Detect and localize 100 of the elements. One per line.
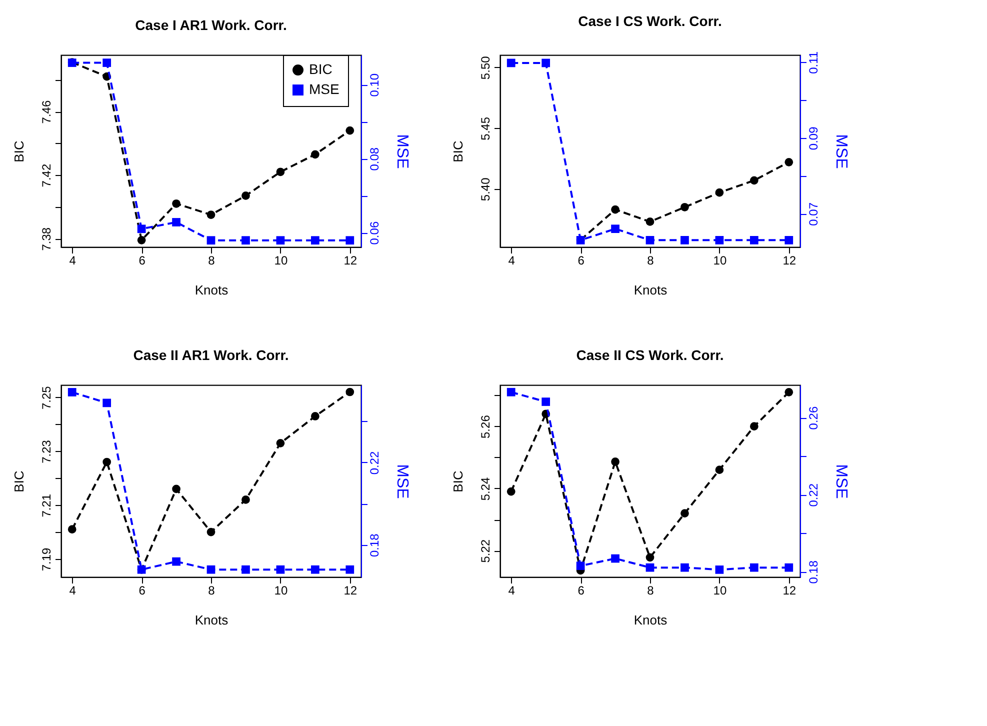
point [346,565,354,574]
y-tick-label: 7.42 [40,164,54,188]
point [680,202,689,212]
y-tick-label: 5.45 [478,116,492,140]
point [680,563,689,572]
y-tick-label: 5.22 [478,539,492,563]
point [646,563,654,572]
y-tick-label: 5.40 [478,177,492,202]
y-tick-label: 7.19 [40,547,54,572]
y-tick-label: 5.26 [478,414,492,438]
y2-tick-label: 0.08 [368,147,382,171]
point [750,236,758,244]
y-axis-title: BIC [450,470,466,492]
point [242,565,250,574]
point [206,210,216,219]
x-axis-title: Knots [194,612,229,628]
y2-axis-title: MSE [394,134,410,169]
point [576,562,585,570]
point [310,565,320,574]
y2-tick-label: 0.26 [806,406,820,430]
point [680,236,689,244]
x-tick-label: 4 [69,584,76,598]
point [102,58,112,67]
point [346,126,354,135]
y-tick-label: 7.23 [40,440,54,464]
legend-label: BIC [309,61,332,77]
point [750,422,758,430]
point [542,398,550,406]
y-axis-title: BIC [12,470,26,492]
y2-tick-label: 0.09 [806,126,820,150]
point [611,224,620,234]
point [646,553,654,562]
point [137,236,146,244]
x-tick-label: 12 [344,584,358,598]
point [611,458,620,466]
point [242,236,250,245]
chart-title: Case I CS Work. Corr. [578,12,722,29]
x-tick-label: 10 [274,584,288,598]
point [715,466,724,474]
x-axis-title: Knots [634,282,668,298]
legend-label: MSE [309,81,340,97]
x-tick-label: 6 [138,584,146,598]
point [611,205,620,214]
x-tick-label: 12 [782,254,796,268]
y2-tick-label: 0.18 [806,560,820,584]
y2-tick-label: 0.07 [806,202,820,226]
chart-title: Case I AR1 Work. Corr. [135,17,287,33]
point [310,150,320,159]
x-tick-label: 10 [713,584,727,598]
point [646,236,654,244]
chart-title: Case II CS Work. Corr. [576,347,724,363]
point [715,566,724,574]
point [346,236,354,245]
point [172,199,180,208]
x-tick-label: 4 [508,584,516,598]
point [542,58,550,68]
point [750,176,758,185]
point [102,458,112,466]
point [506,388,516,396]
point [206,565,216,574]
point [276,168,285,176]
point [784,563,794,572]
point [784,158,794,166]
point [611,554,620,563]
x-axis-title: Knots [634,612,668,628]
point [506,487,516,496]
point [102,398,112,408]
point [172,557,180,566]
y2-tick-label: 0.06 [368,221,382,245]
point [310,236,320,245]
x-tick-label: 8 [647,584,654,598]
x-tick-label: 4 [69,254,76,268]
point [646,218,654,226]
x-tick-label: 6 [578,584,585,598]
point [784,236,794,244]
point [68,388,76,396]
x-tick-label: 8 [208,584,216,598]
point [784,388,794,396]
y-tick-label: 7.21 [40,494,54,518]
point [242,496,250,504]
point [206,236,216,245]
point [506,58,516,68]
y2-tick-label: 0.22 [806,483,820,507]
point [68,525,76,534]
point [276,438,285,448]
point [715,188,724,197]
y2-axis-title: MSE [832,134,850,169]
y-tick-label: 5.50 [478,56,492,80]
point [206,528,216,536]
x-tick-label: 12 [344,254,358,268]
y-axis-title: BIC [450,140,466,162]
point [715,236,724,244]
x-tick-label: 4 [508,254,516,268]
y-tick-label: 7.25 [40,386,54,410]
x-tick-label: 10 [274,254,288,268]
y-tick-label: 5.24 [478,476,492,501]
point [346,388,354,396]
point [172,218,180,226]
y-axis-title: BIC [12,140,26,162]
y-tick-label: 7.38 [40,227,54,251]
